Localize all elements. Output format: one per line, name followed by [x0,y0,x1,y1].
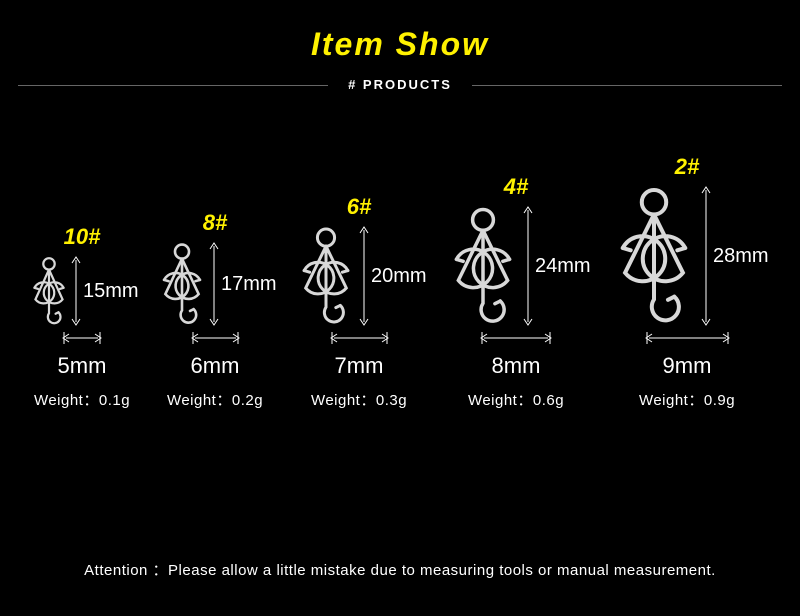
weight-value: Weight：0.1g [34,389,130,410]
hook-item: 6# 20mm 7mm Weight：0.3g [293,194,425,410]
hook-frame: 17mm [155,242,275,331]
footer-note: Attention ：Please allow a little mistake… [0,559,800,580]
size-label: 4# [504,174,528,200]
arrow-vertical-icon [71,256,81,326]
width-value: 9mm [663,353,712,379]
treble-hook-icon [607,186,701,331]
arrow-vertical-icon [209,242,219,326]
subtitle: # PRODUCTS [348,77,452,92]
weight-value: Weight：0.2g [167,389,263,410]
height-value: 20mm [371,265,427,288]
arrow-horizontal-icon [645,331,730,345]
height-dimension: 28mm [701,186,769,326]
width-value: 8mm [492,353,541,379]
arrow-horizontal-icon [62,331,102,345]
height-dimension: 17mm [209,242,277,326]
height-value: 24mm [535,255,591,278]
width-value: 7mm [335,353,384,379]
size-label: 2# [675,154,699,180]
hooks-row: 10# 15mm 5mm Weight：0.1g 8# [0,154,800,410]
arrow-vertical-icon [359,226,369,326]
size-label: 10# [64,224,101,250]
page-title: Item Show [0,26,800,63]
treble-hook-icon [293,226,359,331]
arrow-horizontal-icon [480,331,552,345]
header: Item Show # PRODUCTS [0,0,800,94]
hook-frame: 20mm [293,226,425,331]
height-value: 17mm [221,273,277,296]
width-value: 6mm [191,353,240,379]
width-dimension: 7mm [330,331,389,379]
weight-value: Weight：0.3g [311,389,407,410]
arrow-vertical-icon [523,206,533,326]
arrow-vertical-icon [701,186,711,326]
height-dimension: 15mm [71,256,139,326]
width-dimension: 8mm [480,331,552,379]
height-value: 28mm [713,245,769,268]
hook-frame: 15mm [27,256,137,331]
arrow-horizontal-icon [330,331,389,345]
height-value: 15mm [83,280,139,303]
hook-frame: 24mm [443,206,589,331]
width-dimension: 5mm [58,331,107,379]
hook-item: 10# 15mm 5mm Weight：0.1g [27,224,137,410]
treble-hook-icon [155,242,209,331]
width-value: 5mm [58,353,107,379]
hook-item: 8# 17mm 6mm Weight：0.2g [155,210,275,410]
hook-item: 4# 24mm 8mm Weight：0.6g [443,174,589,410]
treble-hook-icon [27,256,71,331]
hook-frame: 28mm [607,186,767,331]
height-dimension: 20mm [359,226,427,326]
weight-value: Weight：0.9g [639,389,735,410]
hook-item: 2# 28mm 9mm Weight：0.9g [607,154,767,410]
width-dimension: 6mm [191,331,240,379]
size-label: 8# [203,210,227,236]
height-dimension: 24mm [523,206,591,326]
size-label: 6# [347,194,371,220]
arrow-horizontal-icon [191,331,240,345]
weight-value: Weight：0.6g [468,389,564,410]
treble-hook-icon [443,206,523,331]
width-dimension: 9mm [645,331,730,379]
